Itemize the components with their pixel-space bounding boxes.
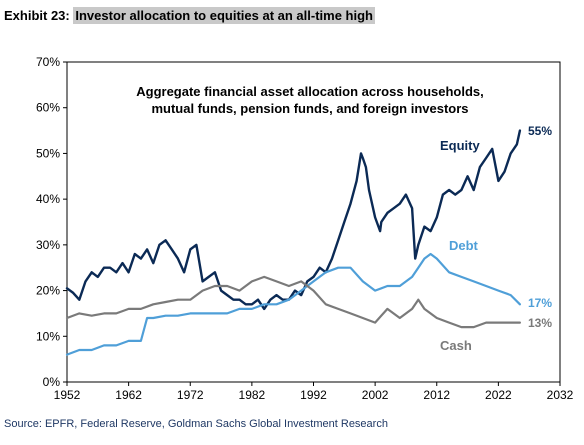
series-label-cash: Cash: [440, 338, 472, 353]
chart-title-line: mutual funds, pension funds, and foreign…: [151, 101, 468, 116]
exhibit-label: Exhibit 23:: [4, 8, 70, 23]
series-line-equity: [65, 129, 522, 311]
y-tick-label: 0%: [43, 375, 61, 389]
y-tick-label: 60%: [36, 101, 60, 115]
x-tick-label: 2022: [485, 388, 512, 402]
y-tick-label: 20%: [36, 284, 60, 298]
y-tick-label: 40%: [36, 192, 60, 206]
end-label-equity: 55%: [528, 124, 552, 138]
series-line-debt: [65, 252, 521, 356]
end-label-debt: 17%: [528, 296, 552, 310]
source-note: Source: EPFR, Federal Reserve, Goldman S…: [4, 418, 388, 430]
series-line-cash: [65, 275, 521, 329]
y-tick-label: 10%: [36, 329, 60, 343]
x-tick-label: 1972: [177, 388, 204, 402]
x-tick-label: 2032: [547, 388, 574, 402]
end-label-cash: 13%: [528, 316, 552, 330]
y-tick-label: 50%: [36, 146, 60, 160]
x-tick-label: 2002: [362, 388, 389, 402]
exhibit-title-text: Investor allocation to equities at an al…: [73, 7, 375, 24]
chart-title-line: Aggregate financial asset allocation acr…: [136, 84, 484, 99]
y-tick-label: 30%: [36, 238, 60, 252]
series-label-debt: Debt: [449, 238, 479, 253]
x-tick-label: 1982: [239, 388, 266, 402]
x-tick-label: 1962: [115, 388, 142, 402]
y-tick-label: 70%: [36, 55, 60, 69]
exhibit-title: Exhibit 23: Investor allocation to equit…: [4, 7, 375, 24]
x-tick-label: 1952: [54, 388, 81, 402]
series-label-equity: Equity: [440, 138, 480, 153]
x-tick-label: 2012: [423, 388, 450, 402]
x-tick-label: 1992: [300, 388, 327, 402]
